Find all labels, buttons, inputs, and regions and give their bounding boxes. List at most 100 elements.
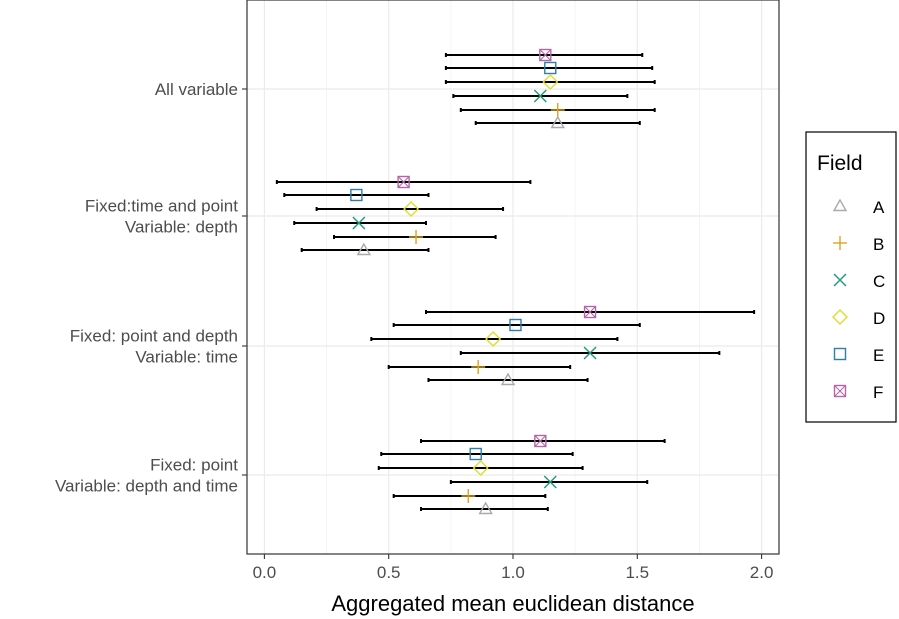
point-E [350,188,363,202]
y-tick-label: Variable: depth [125,218,238,237]
triangle-shape [500,372,516,386]
errorbar [474,121,641,125]
square-shape [544,61,557,75]
errorbar [427,378,589,382]
point-C [543,475,557,489]
legend-label: A [873,198,885,217]
errorbar [444,53,644,57]
errorbar [300,248,430,252]
point-B [461,489,476,503]
point-A [478,501,493,515]
legend-label: B [873,235,884,254]
x-tick-label: 1.0 [501,563,525,582]
x-tick-label: 0.5 [377,563,401,582]
legend-label: C [873,272,885,291]
square-shape [534,434,547,448]
legend-title: Field [817,152,863,175]
diamond-shape [832,309,848,325]
legend-label: E [873,346,884,365]
errorbar [370,337,619,341]
square-shape [833,384,847,398]
legend-item: E [833,346,884,365]
triangle-shape [356,242,372,256]
point-F [397,175,410,189]
major-gridlines [247,0,779,554]
points-layer [350,48,597,515]
diamond-shape [542,74,559,90]
legend-key-E [833,347,847,361]
cross-b [583,346,597,360]
x-tick-label: 2.0 [750,563,774,582]
triangle-shape [550,115,565,129]
errorbar [392,323,641,327]
minor-gridlines [326,0,700,554]
cross-b [397,176,410,188]
point-F [583,305,597,319]
legend-key-A [832,198,848,212]
point-D [403,201,420,217]
x-axis: 0.0 0.5 1.0 1.5 2.0 [253,554,774,582]
y-tick-label: All variable [155,80,238,99]
diamond-shape [403,201,420,217]
x-axis-title: Aggregated mean euclidean distance [331,591,694,616]
y-tick-label: Fixed: point and depth [70,327,238,346]
cross-b [834,385,846,397]
point-F [534,434,547,448]
y-axis: All variable Fixed:time and point Variable… [55,80,247,496]
cross-b [543,475,557,489]
legend-item: D [832,309,885,328]
x-tick-label: 0.0 [253,563,277,582]
legend-item: B [833,235,884,254]
legend-label: F [873,383,883,402]
legend-box [805,131,897,423]
square-shape [833,347,847,361]
cross-b [534,435,547,447]
square-shape [397,175,410,189]
cross-b [833,273,847,287]
point-D [472,460,489,476]
errorbar [293,221,427,225]
errorbar [380,452,574,456]
errorbar [420,439,666,443]
square-shape [583,305,597,319]
point-A [356,242,372,256]
triangle-shape [832,198,848,212]
y-tick-label: Fixed: point [150,456,238,475]
triangle-shape [478,501,493,515]
legend-label: D [873,309,885,328]
point-C [352,216,366,230]
cross-b [533,89,547,103]
point-B [550,103,565,117]
point-C [533,89,547,103]
point-D [542,74,559,90]
legend-item: F [833,383,883,402]
point-E [544,61,557,75]
legend-key-B [833,236,847,250]
errorbar [283,193,430,197]
point-E [509,318,522,332]
errorbar [449,480,649,484]
x-tick-label: 1.5 [625,563,649,582]
legend-item: A [832,198,885,217]
point-D [485,331,502,347]
square-shape [509,318,522,332]
cross-b [539,49,552,61]
point-E [469,447,482,461]
y-tick-label: Variable: time [135,348,238,367]
cross-b [352,216,366,230]
y-tick-label: Fixed:time and point [85,197,238,216]
legend-item: C [833,272,885,291]
legend-key-D [832,309,848,325]
errorbar [444,80,656,84]
diamond-shape [472,460,489,476]
point-A [500,372,516,386]
square-shape [350,188,363,202]
legend-key-C [833,273,847,287]
square-shape [539,48,552,62]
errorbars-layer [275,53,756,511]
point-F [539,48,552,62]
errorbar [444,66,654,70]
square-shape [469,447,482,461]
point-C [583,346,597,360]
